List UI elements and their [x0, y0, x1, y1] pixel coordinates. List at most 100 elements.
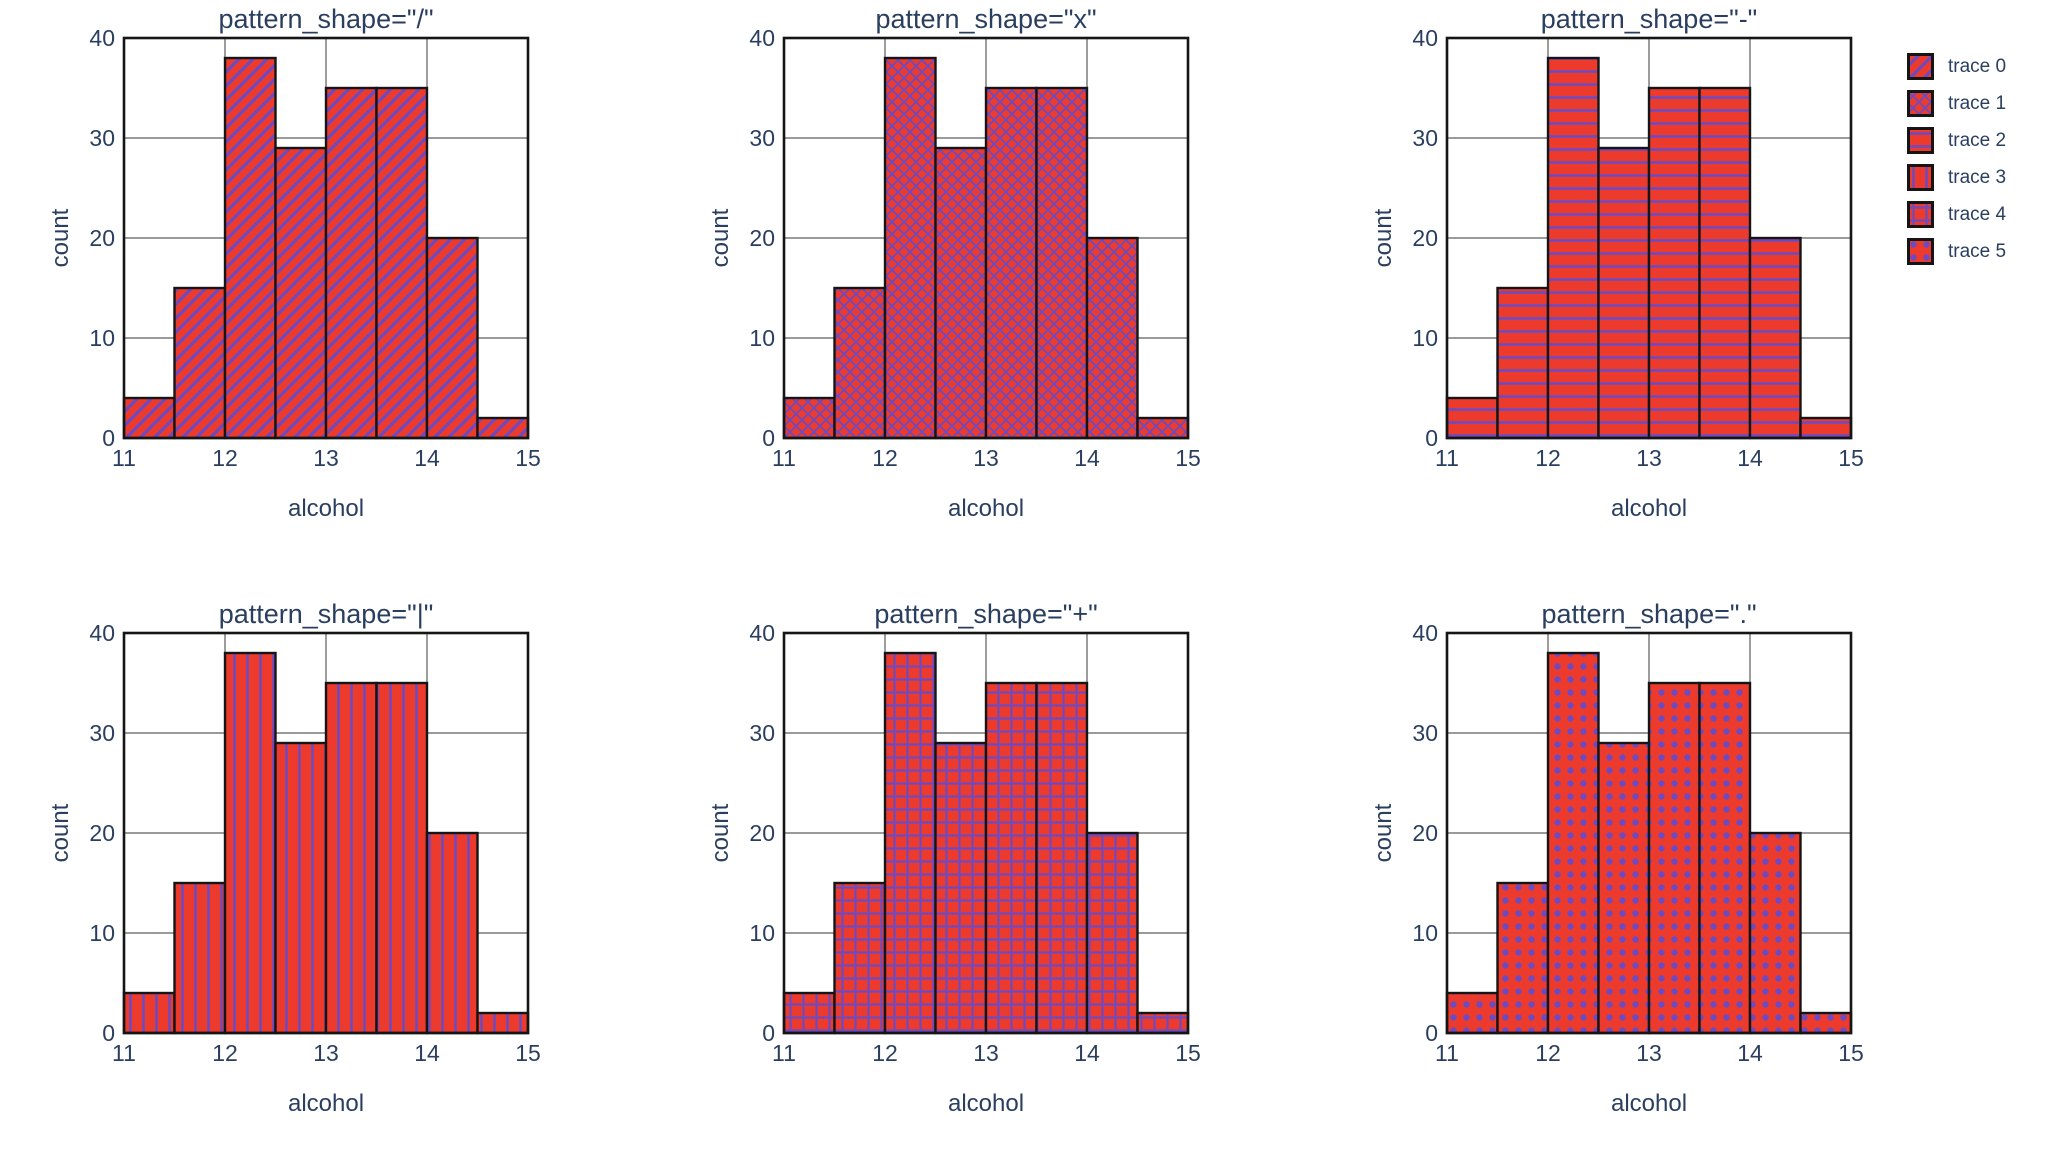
subplot-title: pattern_shape="+" — [874, 599, 1097, 629]
legend-item-trace-0[interactable]: trace 0 — [1907, 53, 2006, 80]
histogram-bar-pattern — [174, 288, 225, 438]
y-tick-label: 30 — [749, 125, 775, 151]
histogram-bar-pattern — [1699, 683, 1750, 1033]
y-tick-label: 40 — [749, 620, 775, 646]
y-tick-label: 0 — [762, 425, 775, 451]
histogram-bar-pattern — [275, 148, 326, 438]
plot-frame — [782, 36, 1190, 440]
histogram-bar-pattern — [1548, 58, 1599, 438]
legend-item-trace-1[interactable]: trace 1 — [1907, 90, 2006, 117]
x-tick-label: 14 — [414, 1040, 440, 1066]
histogram-bar-pattern — [1598, 148, 1649, 438]
histogram-bar-pattern — [275, 743, 326, 1033]
y-axis-title: count — [707, 803, 734, 862]
legend-swatch-cross-diagonal-icon — [1907, 90, 1934, 117]
y-tick-label: 10 — [1412, 920, 1438, 946]
legend: trace 0 trace 1 trace 2 trace 3 trace 4 trace… — [1907, 53, 2006, 265]
x-tick-label: 13 — [973, 445, 999, 471]
histogram-bar-pattern — [1087, 238, 1138, 438]
subplot-0-svg: pattern_shape="/" 11 12 13 14 15 0 10 20 30 40 alco… — [47, 4, 541, 522]
histogram-bar-pattern — [1800, 1013, 1851, 1033]
x-tick-label: 15 — [1838, 445, 1863, 471]
subplot-title: pattern_shape="-" — [1541, 4, 1758, 34]
subplot-4-svg: pattern_shape="+" 11 12 13 14 15 0 10 20 30 40 alco… — [707, 599, 1201, 1117]
histogram-bar-pattern — [1137, 418, 1188, 438]
y-tick-label: 40 — [89, 620, 115, 646]
x-tick-label: 12 — [1535, 445, 1561, 471]
y-tick-label: 0 — [102, 425, 115, 451]
histogram-bar-pattern — [1447, 398, 1498, 438]
x-axis-title: alcohol — [948, 1090, 1024, 1117]
y-tick-label: 30 — [89, 720, 115, 746]
histogram-bar-pattern — [376, 88, 427, 438]
x-tick-label: 15 — [1175, 1040, 1200, 1066]
y-tick-label: 30 — [1412, 125, 1438, 151]
y-tick-label: 0 — [1425, 425, 1438, 451]
histogram-bar-pattern — [935, 148, 986, 438]
x-tick-label: 14 — [1737, 445, 1763, 471]
histogram-bar-pattern — [1548, 653, 1599, 1033]
x-axis-title: alcohol — [288, 1090, 364, 1117]
x-tick-label: 15 — [1175, 445, 1200, 471]
y-axis-title: count — [1370, 803, 1397, 862]
legend-item-trace-3[interactable]: trace 3 — [1907, 164, 2006, 191]
histogram-bar-pattern — [376, 683, 427, 1033]
histogram-bar-pattern — [477, 1013, 528, 1033]
x-tick-label: 13 — [313, 1040, 339, 1066]
y-tick-label: 30 — [1412, 720, 1438, 746]
x-tick-label: 11 — [112, 1040, 136, 1066]
histogram-bar-pattern — [1087, 833, 1138, 1033]
histogram-bar-pattern — [427, 833, 478, 1033]
histogram-bar-pattern — [1447, 993, 1498, 1033]
histogram-bar-pattern — [1497, 883, 1548, 1033]
histogram-bar-pattern — [834, 288, 885, 438]
x-tick-label: 15 — [515, 445, 540, 471]
x-tick-label: 11 — [772, 1040, 796, 1066]
subplot-3-svg: pattern_shape="|" 11 12 13 14 15 0 10 20 30 40 alco… — [47, 599, 541, 1117]
subplot-1: pattern_shape="x" 11 12 13 14 15 0 10 20 30 40 alco… — [706, 0, 1201, 560]
histogram-bar-pattern — [1699, 88, 1750, 438]
x-tick-label: 11 — [1435, 1040, 1459, 1066]
legend-swatch-diagonal-icon — [1907, 53, 1934, 80]
histogram-bar-pattern — [784, 398, 835, 438]
y-tick-label: 30 — [89, 125, 115, 151]
x-tick-label: 13 — [1636, 1040, 1662, 1066]
x-tick-label: 12 — [872, 1040, 898, 1066]
subplot-0: pattern_shape="/" 11 12 13 14 15 0 10 20 30 40 alco… — [46, 0, 541, 560]
x-tick-label: 12 — [212, 445, 238, 471]
y-tick-label: 40 — [749, 25, 775, 51]
subplot-title: pattern_shape="|" — [219, 599, 434, 629]
x-axis-title: alcohol — [288, 495, 364, 522]
subplot-2: pattern_shape="-" 11 12 13 14 15 0 10 20 30 40 alco… — [1369, 0, 1864, 560]
y-tick-label: 20 — [1412, 225, 1438, 251]
histogram-bar-pattern — [1649, 683, 1700, 1033]
legend-item-trace-4[interactable]: trace 4 — [1907, 201, 2006, 228]
x-tick-label: 13 — [313, 445, 339, 471]
histogram-bar-pattern — [1036, 88, 1087, 438]
y-tick-label: 20 — [89, 820, 115, 846]
y-tick-label: 0 — [102, 1020, 115, 1046]
histogram-bar-pattern — [1036, 683, 1087, 1033]
histogram-bar-pattern — [124, 398, 175, 438]
plot-frame — [1445, 36, 1853, 440]
y-tick-label: 10 — [89, 325, 115, 351]
histogram-bar-pattern — [986, 88, 1037, 438]
histogram-bar-pattern — [427, 238, 478, 438]
histogram-bar-pattern — [1649, 88, 1700, 438]
y-tick-label: 10 — [749, 325, 775, 351]
legend-item-trace-5[interactable]: trace 5 — [1907, 238, 2006, 265]
x-tick-label: 11 — [1435, 445, 1459, 471]
histogram-bar-pattern — [1598, 743, 1649, 1033]
subplot-title: pattern_shape="/" — [218, 4, 433, 34]
y-tick-label: 10 — [749, 920, 775, 946]
y-tick-label: 10 — [1412, 325, 1438, 351]
x-tick-label: 12 — [872, 445, 898, 471]
legend-label: trace 1 — [1948, 93, 2007, 114]
histogram-bar-pattern — [1137, 1013, 1188, 1033]
legend-swatch-grid-icon — [1907, 201, 1934, 228]
x-tick-label: 14 — [1074, 1040, 1100, 1066]
subplot-3: pattern_shape="|" 11 12 13 14 15 0 10 20 30 40 alco… — [46, 595, 541, 1155]
x-axis-title: alcohol — [1611, 1090, 1687, 1117]
legend-item-trace-2[interactable]: trace 2 — [1907, 127, 2006, 154]
plot-frame — [122, 631, 530, 1035]
